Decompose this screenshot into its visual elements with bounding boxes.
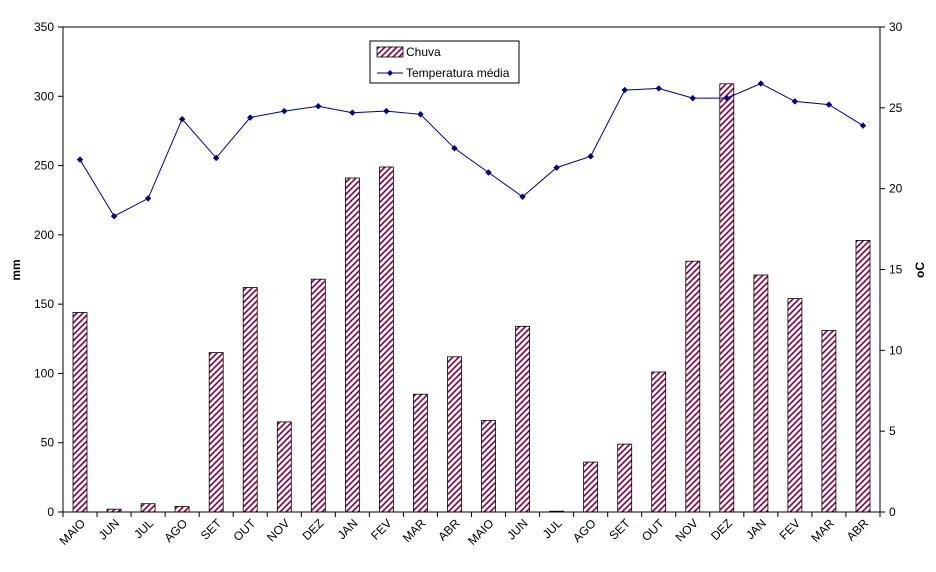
temperature-point-17 [621,86,628,94]
x-tick-label: MAR [808,516,837,545]
right-tick-label: 15 [889,263,903,277]
legend-label-chuva: Chuva [406,45,441,59]
x-tick-label: FEV [368,516,394,542]
temperature-point-7 [281,107,288,115]
left-tick-label: 350 [34,20,54,34]
x-tick-label: SET [198,516,225,543]
x-tick-label: SET [606,516,633,543]
temperature-point-21 [757,80,765,87]
x-tick-label: ABR [844,516,872,544]
temperature-point-2 [110,212,118,220]
left-axis-title: mm [9,259,23,280]
temperature-point-15 [553,164,560,171]
bar-22 [787,298,803,513]
legend-swatch-chuva [376,46,404,58]
temperature-point-16 [587,153,594,160]
temperature-line [79,83,864,217]
bar-12 [447,356,462,513]
right-tick-label: 20 [889,182,903,196]
bar-16 [583,461,598,513]
temperature-point-5 [212,154,220,162]
left-tick-label: 200 [34,228,54,242]
temperature-point-19 [689,94,696,102]
bar-11 [412,393,428,513]
temperature-point-9 [349,109,356,116]
temperature-point-20 [723,94,731,102]
right-tick-label: 25 [889,101,903,115]
left-tick-label: 0 [47,505,54,519]
bar-21 [753,274,769,513]
temperature-point-10 [383,107,390,115]
temperature-point-4 [178,115,186,123]
x-tick-label: JAN [743,516,769,542]
bar-6 [242,287,258,513]
bar-17 [617,443,633,513]
bar-19 [685,260,701,513]
right-tick-label: 10 [889,343,903,357]
x-tick-label: OUT [639,516,667,544]
x-tick-label: MAR [400,516,429,545]
temperature-point-11 [417,111,424,118]
left-tick-label: 50 [41,436,55,450]
x-tick-label: ABR [435,516,463,544]
temperature-point-23 [825,101,833,108]
temperature-point-6 [247,114,254,121]
bar-24 [855,239,871,513]
bar-8 [310,278,326,513]
bar-3 [140,503,156,513]
bar-10 [378,166,394,513]
left-tick-label: 100 [34,366,54,380]
right-axis-title: oC [913,262,927,278]
legend-label-temperatura: Temperatura média [406,66,510,80]
bar-13 [481,420,496,513]
x-tick-label: FEV [777,516,803,542]
x-tick-label: JAN [335,516,361,542]
left-tick-label: 150 [34,297,54,311]
line-series [76,80,867,220]
bar-5 [208,352,224,513]
x-tick-label: JUL [540,516,565,541]
bar-4 [174,506,190,513]
legend: Chuva Temperatura média [369,40,520,84]
x-tick-label: DEZ [300,516,327,543]
x-tick-label: DEZ [708,516,735,543]
legend-marker-temperatura [387,70,393,76]
x-tick-label: OUT [231,516,259,544]
temperature-point-22 [791,98,799,105]
x-tick-label: MAIO [465,516,497,548]
x-tick-label: MAIO [57,516,89,548]
temperature-point-18 [655,85,662,92]
axes [58,26,885,517]
temperature-point-12 [451,145,458,152]
bar-9 [344,177,360,513]
left-tick-label: 300 [34,89,54,103]
temperature-point-24 [859,122,867,129]
temperature-point-14 [519,193,526,200]
bar-series [72,83,871,513]
bar-23 [821,330,837,513]
x-tick-label: JUN [96,516,122,542]
x-tick-label: JUN [504,516,530,542]
bar-18 [651,371,667,513]
x-tick-label: JUL [131,516,156,541]
bar-1 [72,312,88,513]
temperature-point-8 [315,103,322,110]
x-tick-label: AGO [162,516,191,545]
temperature-point-1 [76,156,84,163]
right-tick-label: 0 [889,505,896,519]
right-tick-label: 5 [889,424,896,438]
x-tick-label: NOV [264,516,292,544]
bar-20 [719,83,735,513]
temperature-point-3 [144,195,152,202]
left-tick-label: 250 [34,159,54,173]
right-tick-label: 30 [889,20,903,34]
bar-7 [276,421,292,513]
bar-14 [515,325,530,513]
x-tick-label: AGO [570,516,599,545]
x-tick-label: NOV [673,516,701,544]
temperature-point-13 [485,169,492,176]
